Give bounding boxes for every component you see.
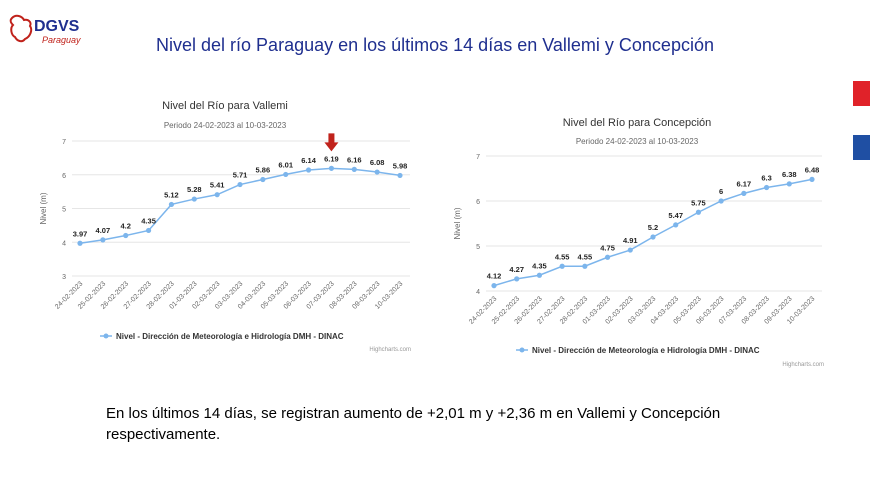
data-label: 4.35 bbox=[532, 261, 547, 270]
data-point bbox=[786, 181, 792, 187]
legend: Nivel - Dirección de Meteorología e Hidr… bbox=[100, 332, 344, 341]
data-point bbox=[145, 227, 152, 234]
summary-text: En los últimos 14 días, se registran aum… bbox=[106, 405, 721, 443]
data-label: 6.01 bbox=[278, 160, 293, 169]
data-label: 5.98 bbox=[393, 161, 408, 170]
y-tick-label: 6 bbox=[476, 199, 480, 206]
data-point bbox=[374, 169, 380, 175]
plot-area: 456724-02-202325-02-202326-02-202327-02-… bbox=[468, 154, 822, 326]
data-point bbox=[305, 167, 312, 173]
data-label: 6.14 bbox=[301, 156, 316, 165]
data-label: 5.2 bbox=[648, 223, 658, 232]
data-label: 6.19 bbox=[324, 154, 339, 163]
data-label: 4.91 bbox=[623, 236, 638, 245]
data-label: 4.12 bbox=[487, 272, 502, 281]
data-point bbox=[260, 176, 266, 183]
data-point bbox=[123, 232, 129, 239]
data-point bbox=[559, 263, 565, 269]
y-axis-label: Nivel (m) bbox=[39, 192, 48, 224]
data-point bbox=[491, 283, 497, 289]
data-label: 4.2 bbox=[120, 222, 130, 231]
paraguay-map-icon bbox=[9, 14, 33, 43]
data-label: 4.55 bbox=[578, 252, 593, 261]
data-label: 3.97 bbox=[73, 229, 88, 238]
y-tick-label: 5 bbox=[62, 207, 66, 214]
data-point bbox=[168, 201, 175, 208]
data-label: 5.75 bbox=[691, 198, 706, 207]
legend-label: Nivel - Dirección de Meteorología e Hidr… bbox=[532, 346, 760, 355]
legend-marker bbox=[519, 347, 525, 353]
data-label: 6.08 bbox=[370, 158, 385, 167]
y-tick-label: 6 bbox=[62, 173, 66, 180]
legend-marker bbox=[103, 333, 109, 339]
data-point bbox=[650, 234, 656, 240]
y-tick-label: 7 bbox=[62, 139, 66, 146]
y-tick-label: 7 bbox=[476, 154, 480, 161]
credits: Highcharts.com bbox=[369, 347, 411, 353]
legend-label: Nivel - Dirección de Meteorología e Hidr… bbox=[116, 332, 344, 341]
highlight-arrow-icon bbox=[324, 133, 339, 152]
flag-red-stripe bbox=[853, 81, 870, 106]
y-tick-label: 3 bbox=[62, 274, 66, 281]
chart-vallemi: Nivel del Río para Vallemi Periodo 24-02… bbox=[30, 90, 425, 360]
data-point bbox=[191, 196, 197, 202]
data-point bbox=[673, 222, 679, 228]
data-label: 6 bbox=[719, 187, 723, 196]
data-label: 5.86 bbox=[256, 165, 271, 174]
credits: Highcharts.com bbox=[782, 362, 824, 368]
data-label: 4.27 bbox=[509, 265, 524, 274]
data-point bbox=[536, 272, 543, 278]
data-point bbox=[582, 263, 588, 269]
logo-subtext: Paraguay bbox=[42, 35, 81, 45]
data-label: 4.35 bbox=[141, 216, 156, 225]
data-point bbox=[237, 181, 243, 188]
data-point bbox=[214, 192, 220, 198]
data-label: 5.28 bbox=[187, 185, 202, 194]
flag-blue-stripe bbox=[853, 135, 870, 160]
data-label: 5.41 bbox=[210, 181, 225, 190]
data-point bbox=[809, 176, 815, 182]
data-point bbox=[351, 166, 357, 172]
data-label: 6.3 bbox=[761, 174, 771, 183]
chart-title: Nivel del Río para Concepción bbox=[563, 117, 712, 129]
data-point bbox=[514, 276, 520, 282]
data-label: 5.71 bbox=[233, 171, 248, 180]
y-tick-label: 4 bbox=[62, 240, 66, 247]
data-point bbox=[100, 237, 106, 243]
data-point bbox=[763, 184, 770, 191]
data-point bbox=[283, 171, 289, 178]
chart-concepcion-svg: Nivel del Río para Concepción Periodo 24… bbox=[453, 117, 824, 368]
data-point bbox=[604, 254, 611, 260]
data-label: 5.12 bbox=[164, 190, 179, 199]
data-point bbox=[741, 190, 747, 196]
chart-subtitle: Periodo 24-02-2023 al 10-03-2023 bbox=[164, 121, 287, 130]
chart-title: Nivel del Río para Vallemi bbox=[162, 100, 288, 112]
data-point bbox=[397, 172, 403, 179]
y-axis-label: Nivel (m) bbox=[453, 207, 462, 239]
data-label: 4.75 bbox=[600, 243, 615, 252]
legend: Nivel - Dirección de Meteorología e Hidr… bbox=[516, 346, 760, 355]
data-point bbox=[627, 247, 633, 253]
data-label: 5.47 bbox=[668, 211, 683, 220]
chart-subtitle: Periodo 24-02-2023 al 10-03-2023 bbox=[576, 137, 699, 146]
plot-area: 3456724-02-202325-02-202326-02-202327-02… bbox=[54, 133, 410, 311]
logo-text: DGVS bbox=[34, 18, 80, 35]
data-label: 6.48 bbox=[805, 165, 820, 174]
data-point bbox=[695, 209, 702, 215]
slide-title: Nivel del río Paraguay en los últimos 14… bbox=[156, 35, 714, 55]
y-tick-label: 4 bbox=[476, 289, 480, 296]
dgvs-logo: DGVS Paraguay bbox=[6, 10, 106, 50]
data-label: 4.55 bbox=[555, 252, 570, 261]
chart-vallemi-svg: Nivel del Río para Vallemi Periodo 24-02… bbox=[39, 100, 411, 353]
y-tick-label: 5 bbox=[476, 244, 480, 251]
chart-concepcion: Nivel del Río para Concepción Periodo 24… bbox=[440, 108, 840, 373]
data-label: 4.07 bbox=[96, 226, 111, 235]
data-point bbox=[77, 240, 83, 246]
data-label: 6.16 bbox=[347, 155, 362, 164]
series-line bbox=[79, 167, 401, 245]
data-label: 6.17 bbox=[737, 179, 752, 188]
data-label: 6.38 bbox=[782, 170, 797, 179]
data-point bbox=[718, 198, 724, 204]
data-point bbox=[328, 165, 335, 171]
